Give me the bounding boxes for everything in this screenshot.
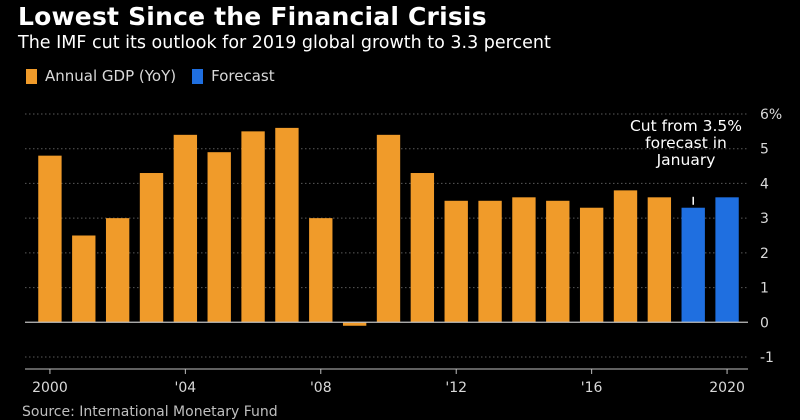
x-tick-label: 2000 xyxy=(32,380,68,396)
gdp-bar-2018 xyxy=(647,197,672,323)
legend-swatch-forecast xyxy=(192,68,204,84)
gdp-bar-2016 xyxy=(579,207,604,323)
y-tick-label: 1 xyxy=(760,281,769,297)
x-tick-label: '12 xyxy=(445,380,467,396)
forecast-bar-2020 xyxy=(715,197,739,323)
gdp-bar-2003 xyxy=(139,173,164,323)
gdp-bar-2006 xyxy=(241,131,265,323)
gdp-bar-2012 xyxy=(444,200,468,323)
gdp-bar-2011 xyxy=(410,173,435,323)
chart-title: Lowest Since the Financial Crisis xyxy=(18,2,487,31)
y-tick-label: 5 xyxy=(760,142,769,158)
gdp-bar-2001 xyxy=(72,235,96,323)
y-tick-label: 0 xyxy=(760,315,769,331)
legend-label-forecast: Forecast xyxy=(211,67,275,85)
tick-labels: -1 0 1 2 3 4 5 6% 2000 '04 '08 '12 '16 2020 xyxy=(32,107,782,396)
gdp-bar-2000 xyxy=(38,155,62,323)
y-tick-label: 6% xyxy=(760,107,782,123)
legend-label-annual-gdp: Annual GDP (YoY) xyxy=(45,67,177,85)
annotation-line-2: forecast in xyxy=(645,134,727,152)
forecast-bar-2019 xyxy=(681,207,705,323)
legend-swatch-annual-gdp xyxy=(26,68,37,84)
gdp-bar-2013 xyxy=(478,200,502,323)
x-tick-label: '04 xyxy=(175,380,197,396)
annotation-forecast-cut: Cut from 3.5% forecast in January xyxy=(596,118,776,169)
gdp-bar-2004 xyxy=(173,134,198,323)
y-tick-label: -1 xyxy=(760,350,774,366)
x-tick-label: '16 xyxy=(581,380,603,396)
gdp-bar-2009 xyxy=(342,322,367,326)
annotation-line-1: Cut from 3.5% xyxy=(629,117,743,135)
x-tick-label: '08 xyxy=(310,380,332,396)
x-tick-label: 2020 xyxy=(709,380,745,396)
gdp-bar-2008 xyxy=(309,218,333,323)
gdp-bar-2005 xyxy=(207,152,231,323)
annotation-line-3: January xyxy=(656,151,716,169)
gdp-bar-2002 xyxy=(105,218,130,323)
gdp-bar-2015 xyxy=(546,200,570,323)
legend-item-annual-gdp: Annual GDP (YoY) xyxy=(26,67,176,85)
bars xyxy=(38,127,739,326)
legend-item-forecast: Forecast xyxy=(192,67,275,85)
y-tick-label: 4 xyxy=(760,176,769,192)
y-tick-label: 2 xyxy=(760,246,769,262)
gdp-bar-2007 xyxy=(275,127,299,323)
gdp-bar-2014 xyxy=(512,197,536,323)
chart-subtitle: The IMF cut its outlook for 2019 global … xyxy=(18,33,551,53)
legend: Annual GDP (YoY) Forecast xyxy=(26,67,291,85)
source-note: Source: International Monetary Fund xyxy=(22,404,278,420)
axes xyxy=(25,196,748,374)
gdp-bar-2010 xyxy=(376,134,401,323)
gdp-bar-2017 xyxy=(613,190,638,323)
y-tick-label: 3 xyxy=(760,211,769,227)
